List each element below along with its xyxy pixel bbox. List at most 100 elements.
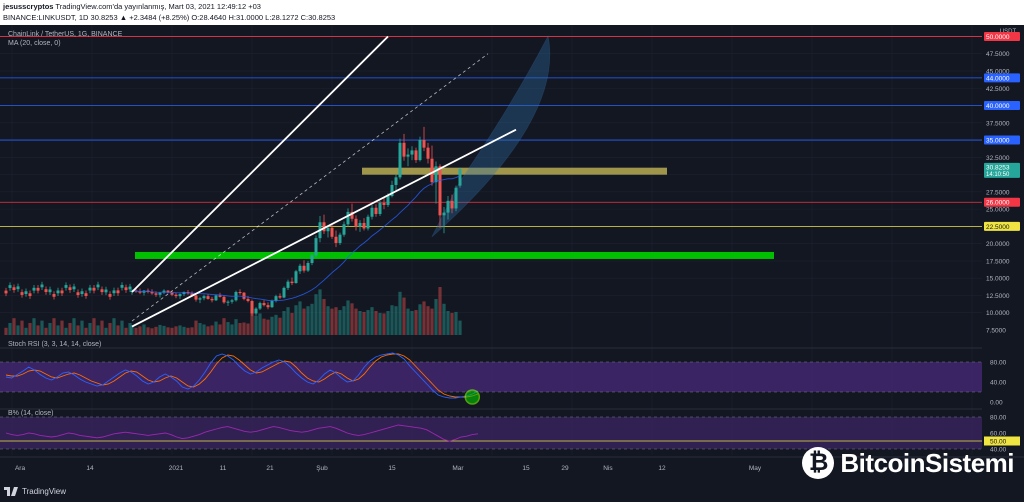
volume-bar [430,308,434,335]
volume-bar [80,320,84,335]
volume-bar [134,327,138,335]
current-price-label: 30.8253 [986,164,1010,171]
trendline [131,128,517,328]
volume-bar [410,311,414,335]
time-tick-label: May [749,465,762,472]
candle-body [48,289,52,293]
volume-bar [128,323,132,335]
candle-body [166,290,170,293]
tradingview-logo-icon [4,487,18,496]
bb-axis-label: 40.00 [990,447,1007,454]
candle-body [410,150,414,155]
time-tick-label: 29 [561,465,569,472]
price-level-tag-label: 40.0000 [986,103,1010,110]
candle-body [12,287,16,291]
bb-percent-line [5,424,479,442]
bitcoinsistemi-watermark: ₿ BitcoinSistemi [802,447,1014,479]
volume-bar [402,297,406,335]
volume-bar [8,323,12,335]
time-tick-label: 12 [658,465,666,472]
candle-body [190,293,194,296]
candle-body [40,284,44,288]
current-price-tag [984,162,1020,178]
volume-bar [64,327,68,335]
candle-body [338,234,342,243]
candle-body [4,290,8,294]
candle-body [454,187,458,209]
volume-bar [418,304,422,335]
price-tick-label: 42.5000 [986,86,1010,93]
price-level-tag [984,31,1020,41]
volume-bar [370,307,374,335]
candle-body [450,200,454,209]
candle-body [342,224,346,235]
candle-body [88,287,92,291]
candle-body [112,290,116,294]
volume-bar [394,306,398,335]
volume-bar [362,311,366,335]
price-level-tag [984,101,1020,111]
volume-bar [234,319,238,335]
candle-body [350,211,354,219]
watermark-text: BitcoinSistemi [840,447,1014,478]
price-level-tag [984,221,1020,231]
candle-body [310,255,314,264]
candle-body [374,207,378,214]
time-tick-label: Mar [452,465,464,472]
candle-body [418,140,422,161]
bb-band [0,417,982,449]
volume-bar [158,324,162,335]
volume-bar [274,314,278,335]
volume-bar [290,312,294,335]
stoch-rsi-band [0,362,982,392]
volume-bar [186,327,190,335]
candle-body [218,295,222,297]
publish-info: TradingView.com'da yayınlanmış, Mart 03,… [55,2,261,11]
dashed-trendline [131,53,489,322]
candle-body [354,218,358,227]
volume-bar [130,325,134,335]
volume-bar [32,318,36,335]
volume-bar [120,320,124,335]
price-chart-svg[interactable]: USDT47.500045.000042.500037.500032.50002… [0,25,1024,485]
volume-bar [218,324,222,335]
candle-body [406,154,410,157]
candle-body [274,296,278,301]
resistance-zone [362,167,667,175]
volume-bar [278,317,282,335]
candle-body [104,289,108,293]
chart-area[interactable]: USDT47.500045.000042.500037.500032.50002… [0,25,1024,485]
tradingview-logo[interactable]: TradingView [4,487,66,496]
volume-bar [24,327,28,335]
candle-body [446,200,450,213]
countdown-label: 14:10:50 [986,172,1010,178]
bb-axis-label: 60.00 [990,431,1007,438]
candle-body [422,140,426,148]
volume-bar [434,299,438,335]
volume-bar [226,322,230,335]
candle-body [128,286,132,290]
volume-bar [116,325,120,335]
volume-bar [442,303,446,335]
candle-body [52,294,56,297]
volume-bar [12,318,16,335]
oversold-highlight-circle [464,389,481,405]
candle-body [294,271,298,284]
volume-bar [142,324,146,335]
volume-bar [52,318,56,335]
time-tick-label: 11 [220,465,227,472]
price-tick-label: 37.5000 [986,120,1010,127]
candle-body [20,292,24,295]
stoch-axis-label: 40.00 [990,380,1007,387]
candle-body [398,142,402,178]
price-level-tag [984,73,1020,83]
bitcoin-logo-icon: ₿ [802,447,835,479]
volume-bar [198,323,202,335]
volume-bar [162,325,166,335]
candle-body [92,287,96,291]
bb-percent-legend: B% (14, close) [8,410,54,417]
candle-body [330,227,334,237]
price-level-tag [984,135,1020,145]
candle-body [250,300,254,314]
symbol-ohlc: BINANCE:LINKUSDT, 1D 30.8253 ▲ +2.3484 (… [3,13,336,22]
